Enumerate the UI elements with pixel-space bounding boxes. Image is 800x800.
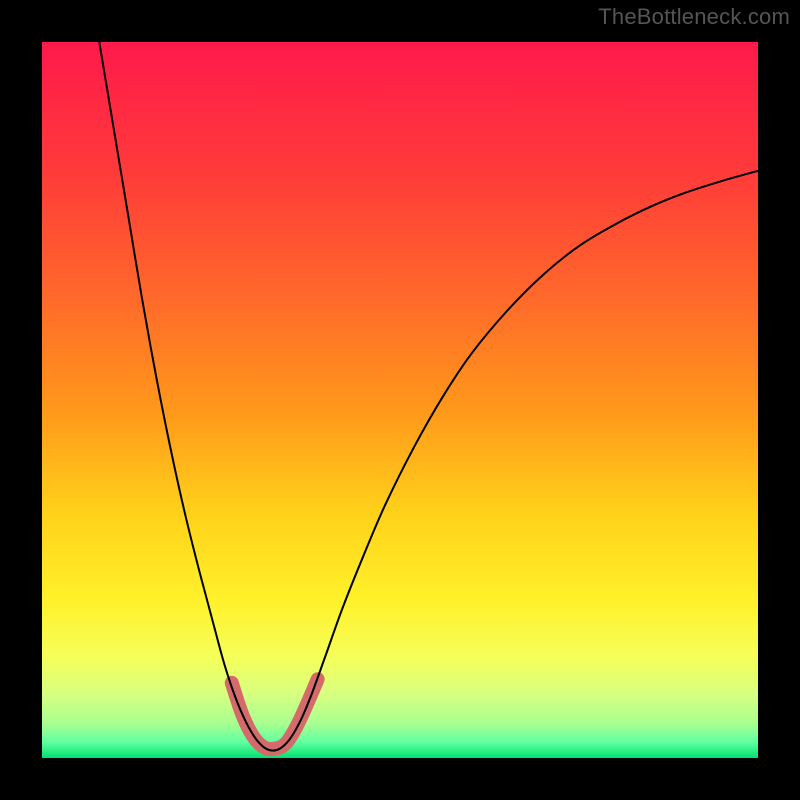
plot-area	[42, 42, 758, 758]
chart-container: TheBottleneck.com	[0, 0, 800, 800]
watermark-text: TheBottleneck.com	[598, 4, 790, 30]
bottleneck-curve-chart	[0, 0, 800, 800]
